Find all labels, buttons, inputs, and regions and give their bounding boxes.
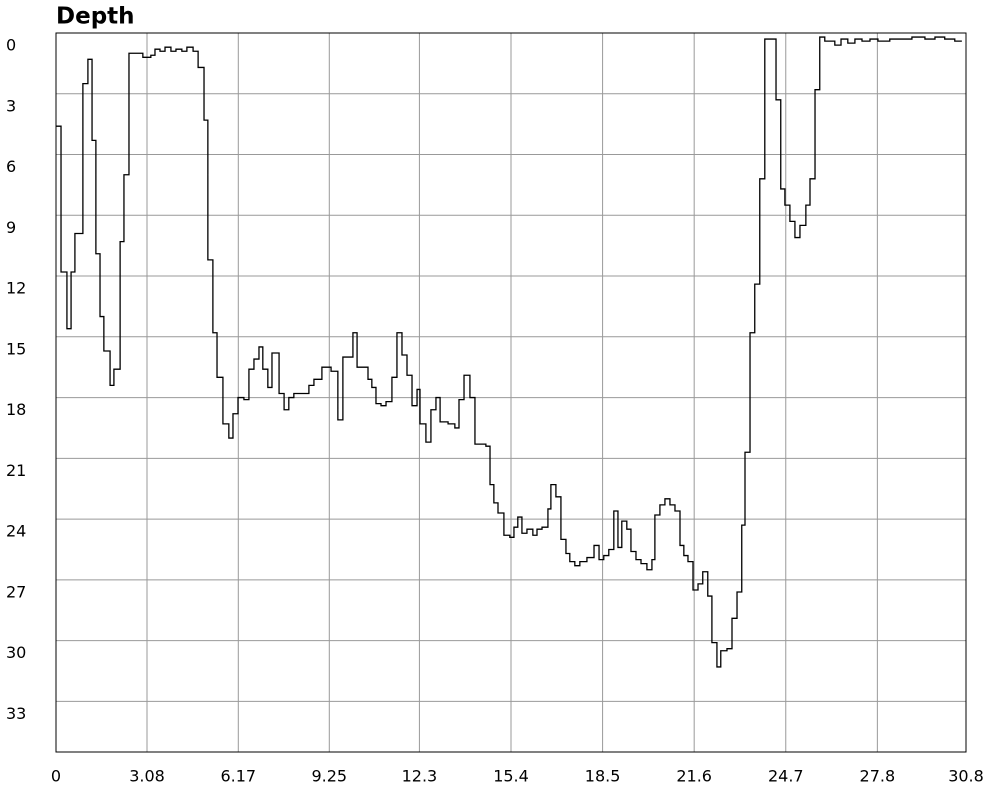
x-tick-label: 3.08 <box>129 767 165 786</box>
y-tick-label: 21 <box>6 461 26 480</box>
y-tick-label: 0 <box>6 36 16 55</box>
x-tick-label: 15.4 <box>493 767 529 786</box>
y-tick-label: 3 <box>6 96 16 115</box>
x-tick-label: 24.7 <box>768 767 804 786</box>
y-tick-label: 18 <box>6 400 26 419</box>
y-tick-label: 24 <box>6 522 26 541</box>
x-tick-label: 6.17 <box>220 767 256 786</box>
x-tick-label: 21.6 <box>676 767 712 786</box>
y-tick-label: 30 <box>6 643 26 662</box>
y-tick-label: 6 <box>6 157 16 176</box>
y-tick-label: 33 <box>6 704 26 723</box>
x-tick-label: 27.8 <box>860 767 896 786</box>
y-tick-label: 12 <box>6 279 26 298</box>
y-tick-label: 27 <box>6 582 26 601</box>
x-tick-label: 30.8 <box>948 767 984 786</box>
x-tick-label: 0 <box>51 767 61 786</box>
chart-title: Depth <box>56 4 135 30</box>
x-tick-label: 12.3 <box>402 767 438 786</box>
x-tick-label: 18.5 <box>585 767 621 786</box>
plot-frame <box>55 32 967 753</box>
depth-line <box>56 36 962 668</box>
y-tick-label: 15 <box>6 339 26 358</box>
y-tick-label: 9 <box>6 218 16 237</box>
x-tick-label: 9.25 <box>311 767 347 786</box>
